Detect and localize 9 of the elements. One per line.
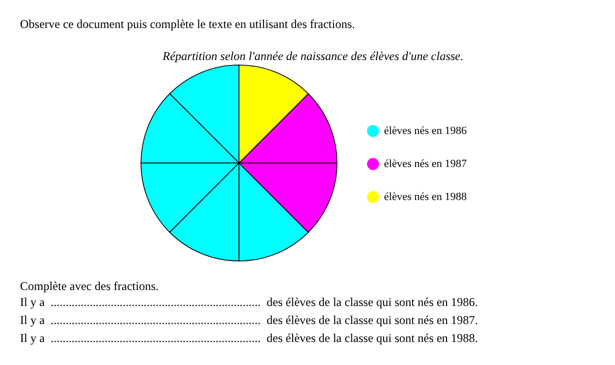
legend-label: élèves nés en 1988	[384, 191, 468, 203]
text: Il y a ...................................................................... des élèves de la classe qui sont nés en 1988.	[20, 331, 478, 345]
chart-title: Répartition selon l'année de naissance des élèves d'une classe.	[162, 49, 464, 63]
text: Complète avec des fractions.	[20, 279, 159, 293]
text: Observe ce document puis complète le texte en utilisant des fractions.	[20, 17, 355, 31]
legend-label: élèves nés en 1987	[384, 158, 468, 170]
text: Il y a ...................................................................... des élèves de la classe qui sont nés en 1987.	[20, 313, 478, 327]
legend-label: élèves nés en 1986	[384, 125, 468, 137]
text: Il y a ...................................................................... des élèves de la classe qui sont nés en 1986.	[20, 295, 478, 309]
